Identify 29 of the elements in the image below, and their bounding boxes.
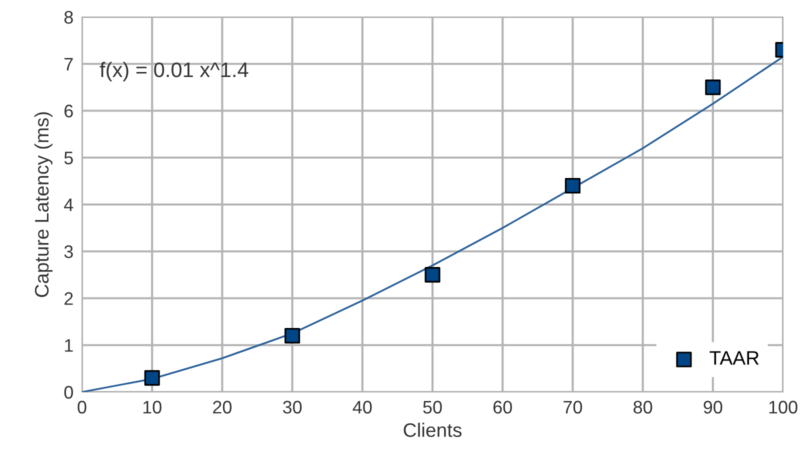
y-tick-label: 2 bbox=[64, 292, 73, 305]
x-tick-label: 20 bbox=[213, 400, 232, 414]
y-tick-label: 1 bbox=[65, 339, 73, 352]
x-tick-label: 70 bbox=[564, 400, 582, 414]
x-tick-label: 40 bbox=[352, 400, 372, 414]
x-tick-label: 50 bbox=[423, 400, 442, 414]
y-tick-label: 3 bbox=[64, 245, 73, 258]
y-tick-label: 0 bbox=[64, 386, 73, 399]
point bbox=[144, 370, 160, 386]
x-tick-label: 90 bbox=[704, 400, 722, 414]
y-tick-label: 5 bbox=[64, 152, 73, 164]
x-tick-label: 100 bbox=[769, 400, 798, 414]
x-axis-title: Clients bbox=[404, 422, 462, 438]
point bbox=[705, 80, 721, 96]
annotation: f(x) = 0.01 x^1.4 bbox=[100, 62, 248, 82]
x-tick-label: 80 bbox=[634, 400, 652, 414]
x-tick-label: 0 bbox=[78, 400, 86, 414]
x-tick-label: 30 bbox=[282, 400, 302, 414]
point bbox=[284, 328, 300, 344]
point bbox=[424, 267, 440, 283]
x-tick-label: 10 bbox=[143, 400, 162, 414]
legend-label: TAAR bbox=[710, 351, 759, 365]
y-tick-label: 4 bbox=[64, 198, 74, 212]
y-tick-label: 6 bbox=[64, 104, 73, 118]
x-tick-label: 60 bbox=[493, 400, 512, 414]
y-axis-title: Capture Latency (ms) bbox=[34, 112, 53, 297]
y-tick-label: 7 bbox=[64, 58, 73, 70]
point bbox=[564, 178, 580, 194]
y-tick-label: 8 bbox=[64, 10, 73, 24]
